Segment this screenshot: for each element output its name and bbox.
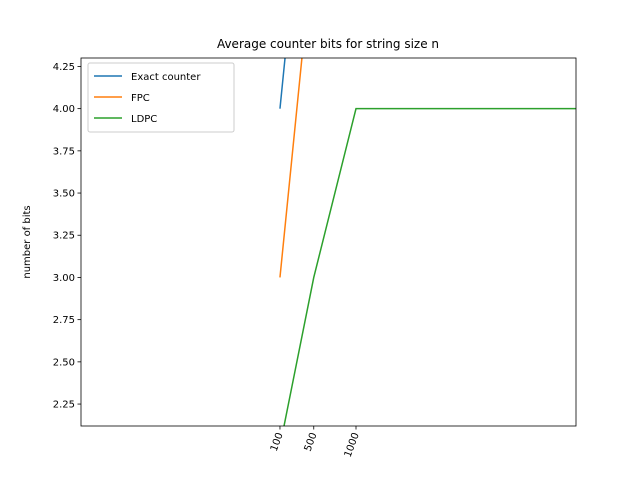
y-tick-label: 2.75 <box>53 315 75 326</box>
y-tick-label: 2.50 <box>53 357 75 368</box>
series-line <box>279 58 303 278</box>
x-tick-label: 100 <box>269 431 286 453</box>
axes-frame <box>80 57 577 427</box>
y-tick-label: 3.00 <box>53 273 75 284</box>
y-tick-label: 3.75 <box>53 146 75 157</box>
series-line <box>279 58 286 109</box>
legend-label: Exact counter <box>131 72 201 83</box>
x-tick-label: 500 <box>303 431 320 453</box>
series-line <box>283 107 576 426</box>
legend-label: LDPC <box>131 114 157 125</box>
x-tick-label: 1000 <box>343 431 362 459</box>
y-tick-label: 4.00 <box>53 104 75 115</box>
legend-box <box>87 62 235 133</box>
y-tick-label: 4.25 <box>53 62 75 73</box>
y-tick-label: 3.50 <box>53 189 75 200</box>
plot-area <box>279 58 576 426</box>
legend-label: FPC <box>131 93 150 104</box>
y-axis-label: number of bits <box>22 205 33 278</box>
chart-title: Average counter bits for string size n <box>217 37 439 51</box>
y-tick-label: 3.25 <box>53 231 75 242</box>
y-tick-label: 2.25 <box>53 400 75 411</box>
